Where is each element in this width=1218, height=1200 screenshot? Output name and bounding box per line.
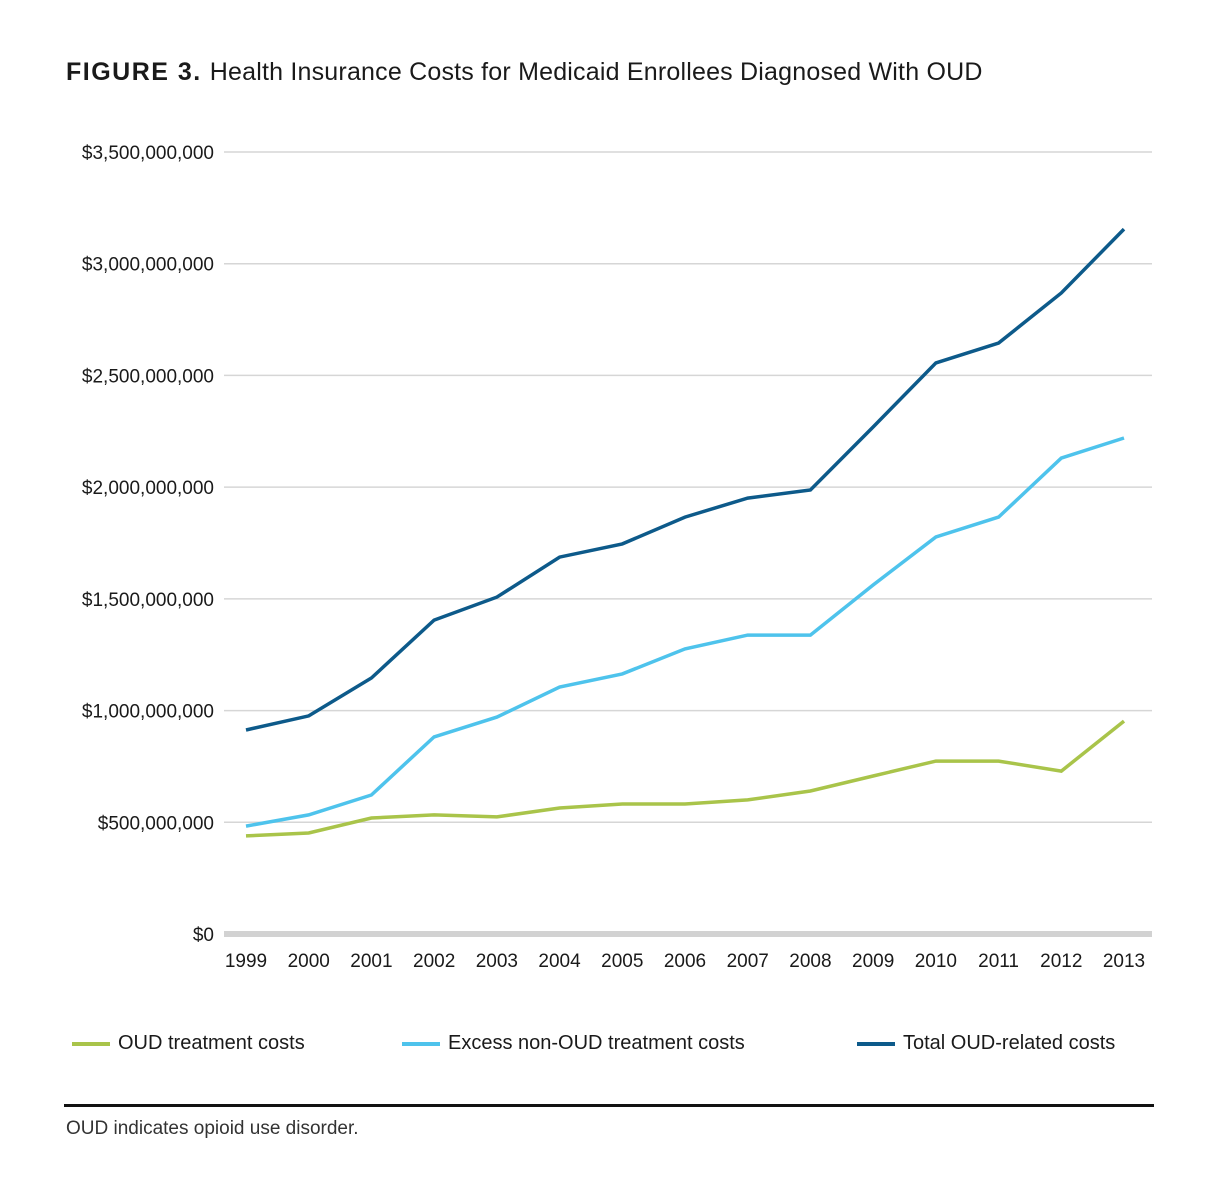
legend-swatch bbox=[72, 1041, 110, 1046]
legend-label: Excess non-OUD treatment costs bbox=[448, 1032, 745, 1054]
y-tick-label: $0 bbox=[193, 925, 214, 946]
gridlines bbox=[224, 151, 1152, 937]
y-tick-label: $2,500,000,000 bbox=[82, 366, 214, 387]
x-tick-label: 2008 bbox=[789, 951, 831, 972]
x-tick-label: 2013 bbox=[1103, 951, 1145, 972]
y-tick-label: $1,000,000,000 bbox=[82, 702, 214, 723]
y-tick-label: $3,500,000,000 bbox=[82, 143, 214, 164]
legend-item-oud-treatment: OUD treatment costs bbox=[72, 1032, 305, 1055]
figure-title-text: Health Insurance Costs for Medicaid Enro… bbox=[209, 58, 983, 86]
legend: OUD treatment costs Excess non-OUD treat… bbox=[0, 1032, 1218, 1062]
y-tick-label: $500,000,000 bbox=[98, 813, 214, 834]
x-tick-label: 2004 bbox=[538, 951, 581, 972]
legend-label: OUD treatment costs bbox=[118, 1032, 305, 1054]
y-tick-label: $1,500,000,000 bbox=[82, 590, 214, 611]
legend-item-total-oud-related: Total OUD-related costs bbox=[857, 1032, 1115, 1055]
x-tick-label: 2000 bbox=[288, 951, 330, 972]
y-axis-ticks: $0 $500,000,000 $1,000,000,000 $1,500,000,0… bbox=[82, 143, 214, 946]
x-tick-label: 2009 bbox=[852, 951, 894, 972]
x-tick-label: 2003 bbox=[476, 951, 518, 972]
x-tick-label: 2002 bbox=[413, 951, 455, 972]
series-lines bbox=[245, 227, 1126, 838]
figure-title: FIGURE 3. Health Insurance Costs for Medi… bbox=[66, 58, 983, 87]
series-line-total-oud-related-costs bbox=[245, 227, 1126, 732]
footnote-divider bbox=[64, 1104, 1154, 1107]
x-tick-label: 2007 bbox=[727, 951, 769, 972]
x-tick-label: 2005 bbox=[601, 951, 643, 972]
series-line-excess-non-oud-treatment-costs bbox=[245, 436, 1125, 828]
x-tick-label: 1999 bbox=[225, 951, 267, 972]
legend-swatch bbox=[857, 1041, 895, 1046]
x-tick-label: 2001 bbox=[350, 951, 392, 972]
legend-label: Total OUD-related costs bbox=[903, 1032, 1116, 1054]
series-line-oud-treatment-costs bbox=[245, 719, 1126, 838]
x-tick-label: 2012 bbox=[1040, 951, 1082, 972]
legend-swatch bbox=[402, 1041, 440, 1046]
line-chart: $0 $500,000,000 $1,000,000,000 $1,500,000,0… bbox=[82, 143, 1152, 972]
figure-label: FIGURE 3. bbox=[66, 58, 202, 86]
x-axis-ticks: 1999 2000 2001 2002 2003 2004 2005 2006 2007 2008… bbox=[225, 951, 1145, 972]
x-tick-label: 2010 bbox=[915, 951, 957, 972]
y-tick-label: $3,000,000,000 bbox=[82, 255, 214, 276]
legend-item-excess-non-oud: Excess non-OUD treatment costs bbox=[402, 1032, 745, 1055]
x-tick-label: 2011 bbox=[978, 951, 1019, 972]
y-tick-label: $2,000,000,000 bbox=[82, 478, 214, 499]
footnote: OUD indicates opioid use disorder. bbox=[66, 1118, 359, 1139]
x-tick-label: 2006 bbox=[664, 951, 706, 972]
